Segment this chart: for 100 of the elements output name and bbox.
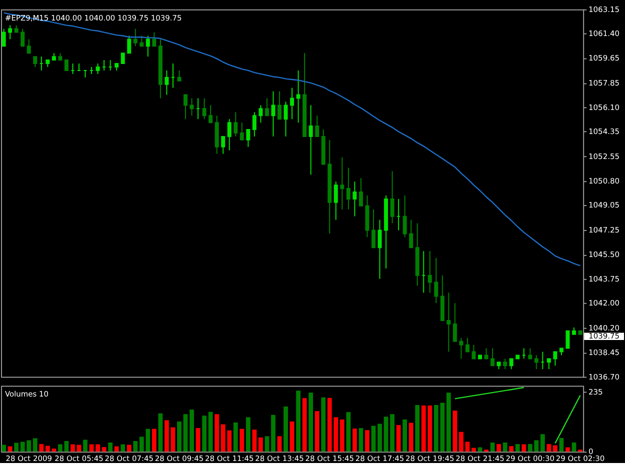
bar — [152, 428, 156, 452]
bar — [308, 392, 314, 452]
candlestick — [33, 56, 38, 68]
bar — [126, 444, 132, 452]
candlestick — [534, 354, 538, 370]
bar — [502, 442, 508, 452]
bar — [321, 397, 326, 452]
bar — [208, 412, 213, 452]
candlestick — [190, 98, 194, 116]
bar — [358, 428, 364, 452]
bar — [572, 442, 576, 452]
bar — [559, 438, 564, 452]
candlestick — [290, 87, 294, 120]
bar — [365, 430, 370, 452]
bar — [264, 436, 270, 452]
bar — [120, 444, 126, 452]
bar — [540, 434, 545, 452]
bar — [202, 416, 207, 452]
bar — [302, 398, 307, 452]
bar — [408, 422, 414, 452]
bar — [39, 444, 44, 452]
bar — [459, 432, 464, 452]
candlestick — [164, 70, 169, 96]
bar — [196, 428, 200, 452]
bar — [114, 446, 119, 452]
bar — [83, 440, 88, 452]
bar — [8, 446, 12, 452]
candlestick — [434, 258, 438, 304]
candlestick — [278, 90, 282, 120]
candlestick — [315, 115, 320, 137]
bar — [490, 442, 495, 452]
bar — [177, 421, 182, 452]
candlestick — [208, 104, 213, 124]
bar — [240, 428, 244, 452]
candlestick — [140, 35, 144, 47]
candlestick — [20, 28, 25, 47]
bar — [384, 416, 388, 452]
line-series — [3, 12, 581, 266]
bar — [546, 444, 552, 452]
candlestick — [2, 28, 6, 47]
candlestick — [284, 101, 288, 137]
bar — [32, 438, 38, 452]
candlestick — [428, 250, 432, 294]
candlestick — [8, 24, 12, 40]
candlestick — [202, 98, 206, 120]
bar — [378, 424, 382, 452]
candlestick — [246, 129, 250, 148]
candlestick — [409, 219, 414, 248]
candlestick — [490, 348, 495, 366]
candlestick — [509, 358, 514, 370]
candlestick — [184, 94, 188, 120]
bar — [314, 411, 320, 452]
bar — [158, 413, 163, 452]
candlestick — [346, 167, 350, 210]
candlestick — [127, 35, 132, 54]
candlestick — [484, 348, 488, 360]
bar — [271, 414, 276, 452]
bar — [170, 427, 176, 452]
candlestick — [472, 344, 476, 360]
candlestick — [446, 292, 451, 352]
bar — [340, 419, 344, 452]
candlestick — [64, 60, 68, 71]
candlestick — [221, 136, 226, 154]
bar — [102, 447, 106, 452]
candlestick — [546, 358, 551, 370]
bar — [452, 410, 458, 452]
bar — [296, 390, 300, 452]
candlestick — [308, 104, 313, 176]
bar — [390, 414, 394, 452]
candlestick — [503, 358, 508, 370]
bar — [246, 417, 250, 452]
bar — [58, 444, 62, 452]
candlestick — [358, 178, 363, 206]
candlestick — [528, 348, 532, 360]
bar — [371, 426, 376, 452]
bar — [164, 420, 169, 452]
bar — [566, 447, 570, 452]
bar — [277, 436, 282, 452]
bar — [346, 412, 351, 452]
candlestick — [566, 330, 570, 349]
candlestick — [553, 351, 558, 366]
bar — [446, 392, 451, 452]
candlestick — [402, 194, 407, 238]
candlestick — [390, 170, 394, 224]
candlestick — [296, 70, 300, 124]
candlestick — [340, 156, 344, 210]
bar — [190, 410, 194, 452]
candlestick — [465, 337, 470, 352]
bar — [64, 441, 69, 452]
bar — [14, 442, 19, 452]
candlestick — [152, 32, 156, 47]
bar — [214, 414, 220, 452]
bar — [552, 445, 558, 452]
candlestick — [378, 219, 382, 280]
candlestick — [96, 63, 100, 74]
bar — [496, 444, 501, 452]
bar — [290, 421, 294, 452]
candlestick — [146, 35, 150, 58]
candlestick — [133, 28, 138, 47]
candlestick — [452, 302, 457, 342]
